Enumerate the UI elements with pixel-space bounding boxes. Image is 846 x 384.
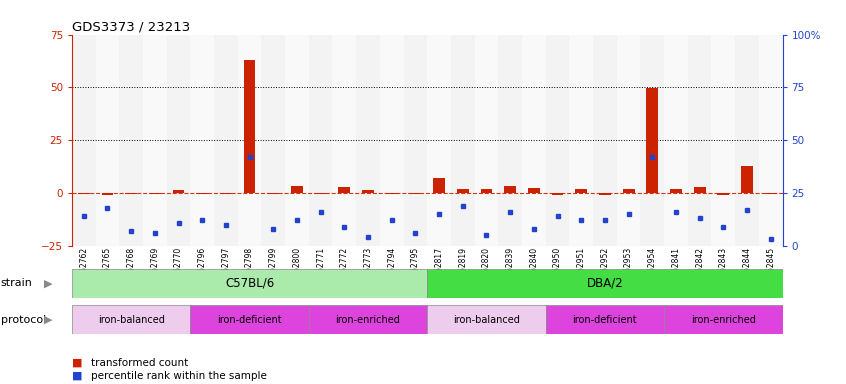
Bar — [190, 35, 214, 246]
Bar — [646, 88, 658, 193]
Bar — [711, 35, 735, 246]
Bar — [575, 189, 587, 193]
Bar — [102, 193, 113, 195]
Bar — [315, 193, 327, 194]
Bar — [167, 35, 190, 246]
Bar — [528, 188, 540, 193]
Bar — [143, 35, 167, 246]
Bar — [78, 193, 90, 194]
Bar — [617, 35, 640, 246]
Bar — [285, 35, 309, 246]
Text: GDS3373 / 23213: GDS3373 / 23213 — [72, 20, 190, 33]
Bar — [640, 35, 664, 246]
Bar — [717, 193, 729, 195]
Bar — [362, 190, 374, 193]
Bar — [380, 35, 404, 246]
Bar — [765, 193, 777, 194]
Bar — [522, 35, 546, 246]
Bar — [664, 35, 688, 246]
Text: protocol: protocol — [1, 314, 46, 325]
Bar — [427, 35, 451, 246]
Bar — [309, 35, 332, 246]
Bar — [244, 60, 255, 193]
Bar — [498, 35, 522, 246]
Bar — [741, 166, 753, 193]
Bar — [552, 193, 563, 195]
Text: C57BL/6: C57BL/6 — [225, 277, 274, 290]
Bar — [759, 35, 783, 246]
Bar — [735, 35, 759, 246]
Bar — [125, 193, 137, 194]
Bar — [433, 178, 445, 193]
Bar — [427, 305, 546, 334]
Bar — [261, 35, 285, 246]
Bar — [694, 187, 706, 193]
Bar — [96, 35, 119, 246]
Bar — [475, 35, 498, 246]
Text: transformed count: transformed count — [91, 358, 188, 368]
Text: strain: strain — [1, 278, 33, 288]
Bar — [404, 35, 427, 246]
Bar — [457, 189, 469, 193]
Bar — [72, 269, 427, 298]
Bar — [190, 305, 309, 334]
Bar — [220, 193, 232, 194]
Text: ■: ■ — [72, 358, 82, 368]
Text: iron-balanced: iron-balanced — [97, 314, 165, 325]
Text: ▶: ▶ — [44, 278, 52, 288]
Bar — [599, 193, 611, 195]
Bar — [546, 35, 569, 246]
Bar — [546, 305, 664, 334]
Bar — [409, 193, 421, 194]
Bar — [332, 35, 356, 246]
Bar — [481, 189, 492, 193]
Bar — [386, 193, 398, 194]
Bar — [309, 305, 427, 334]
Text: iron-balanced: iron-balanced — [453, 314, 520, 325]
Bar — [623, 189, 634, 193]
Bar — [267, 193, 279, 194]
Bar — [291, 185, 303, 193]
Bar — [149, 193, 161, 194]
Bar — [593, 35, 617, 246]
Bar — [504, 185, 516, 193]
Bar — [196, 193, 208, 194]
Bar — [670, 189, 682, 193]
Bar — [72, 35, 96, 246]
Bar — [451, 35, 475, 246]
Text: ■: ■ — [72, 371, 82, 381]
Bar — [214, 35, 238, 246]
Text: percentile rank within the sample: percentile rank within the sample — [91, 371, 266, 381]
Bar — [427, 269, 783, 298]
Bar — [238, 35, 261, 246]
Bar — [338, 187, 350, 193]
Bar — [72, 305, 190, 334]
Bar — [356, 35, 380, 246]
Bar — [173, 190, 184, 193]
Bar — [664, 305, 783, 334]
Text: iron-enriched: iron-enriched — [691, 314, 755, 325]
Text: iron-deficient: iron-deficient — [573, 314, 637, 325]
Text: iron-enriched: iron-enriched — [336, 314, 400, 325]
Bar — [569, 35, 593, 246]
Text: iron-deficient: iron-deficient — [217, 314, 282, 325]
Text: ▶: ▶ — [44, 314, 52, 325]
Bar — [688, 35, 711, 246]
Bar — [119, 35, 143, 246]
Text: DBA/2: DBA/2 — [586, 277, 624, 290]
